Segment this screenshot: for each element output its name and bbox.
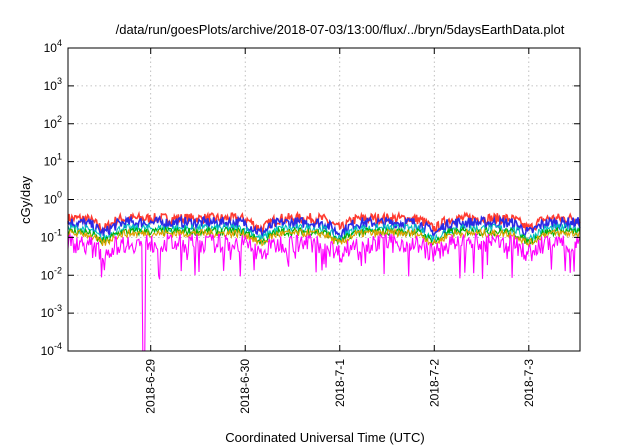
y-tick-label: 10-2	[41, 265, 62, 282]
series-line	[67, 214, 581, 241]
y-tick-label: 10-1	[41, 227, 62, 244]
x-tick-label: 2018-6-29	[144, 359, 158, 414]
y-axis: 104 103 102 101 100 10-1 10-2 10-3 10-4	[41, 38, 580, 358]
x-tick-label: 2018-6-30	[238, 359, 252, 414]
grid	[68, 48, 580, 351]
x-axis-label: Coordinated Universal Time (UTC)	[225, 430, 424, 445]
series-line	[67, 227, 581, 248]
y-tick-label: 101	[44, 152, 62, 169]
y-tick-label: 10-4	[41, 341, 62, 358]
chart-title: /data/run/goesPlots/archive/2018-07-03/1…	[116, 22, 565, 37]
y-tick-label: 102	[44, 114, 62, 131]
y-tick-label: 103	[44, 76, 62, 93]
y-tick-label: 104	[44, 38, 62, 55]
x-tick-label: 2018-7-2	[427, 359, 441, 407]
x-tick-label: 2018-7-1	[333, 359, 347, 407]
x-axis: 2018-6-29 2018-6-30 2018-7-1 2018-7-2 2018-7…	[144, 48, 536, 414]
y-tick-label: 10-3	[41, 303, 62, 320]
series-line	[67, 232, 581, 352]
series-line	[67, 225, 581, 247]
x-tick-label: 2018-7-3	[522, 359, 536, 407]
series-group	[67, 210, 581, 352]
y-axis-label: cGy/day	[18, 176, 33, 224]
y-tick-label: 100	[44, 190, 62, 207]
